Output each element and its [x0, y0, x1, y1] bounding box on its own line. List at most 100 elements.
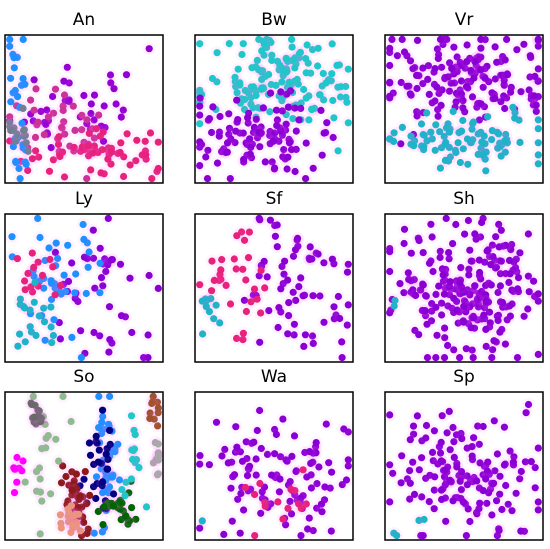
- data-point: [40, 304, 48, 312]
- data-point: [446, 278, 454, 286]
- data-point: [386, 61, 394, 70]
- data-point: [99, 412, 107, 421]
- data-point: [49, 331, 58, 340]
- data-point: [479, 422, 487, 431]
- data-point: [452, 98, 460, 106]
- data-point: [283, 165, 291, 173]
- data-point: [302, 175, 310, 183]
- data-point: [278, 78, 286, 86]
- data-point: [257, 309, 265, 317]
- data-point: [534, 506, 542, 514]
- data-point: [474, 150, 482, 158]
- data-point: [445, 255, 453, 263]
- data-point: [89, 254, 98, 262]
- data-point: [491, 75, 499, 83]
- data-point: [131, 431, 139, 439]
- data-point: [289, 252, 298, 260]
- data-point: [424, 62, 432, 70]
- data-point: [500, 423, 508, 431]
- data-point: [482, 281, 490, 290]
- data-point: [291, 77, 299, 85]
- data-point: [314, 250, 322, 258]
- data-point: [98, 418, 106, 426]
- data-point: [434, 54, 442, 63]
- data-point: [309, 339, 317, 347]
- data-point: [493, 497, 501, 505]
- data-point: [489, 253, 497, 261]
- data-point: [237, 489, 245, 498]
- data-point: [85, 439, 93, 447]
- data-point: [90, 142, 98, 150]
- data-point: [234, 65, 242, 73]
- data-point: [282, 120, 290, 128]
- data-point: [260, 257, 268, 265]
- data-point: [322, 79, 330, 87]
- data-point: [49, 156, 58, 164]
- data-point: [431, 146, 439, 154]
- data-point: [302, 139, 310, 147]
- data-point: [444, 73, 452, 81]
- data-point: [338, 338, 346, 346]
- data-point: [302, 500, 310, 508]
- data-point: [110, 85, 118, 93]
- data-point: [297, 494, 305, 502]
- data-point: [154, 440, 162, 448]
- data-point: [295, 500, 303, 508]
- data-point: [484, 458, 492, 466]
- data-point: [476, 499, 484, 507]
- data-point: [106, 71, 115, 79]
- data-point: [468, 257, 476, 265]
- data-point: [297, 532, 305, 540]
- data-point: [59, 462, 67, 470]
- data-point: [126, 161, 134, 169]
- data-point: [278, 107, 286, 115]
- data-point: [269, 137, 277, 145]
- data-point: [275, 304, 283, 312]
- data-point: [273, 116, 281, 124]
- data-point: [31, 147, 40, 155]
- data-point: [466, 246, 474, 254]
- panel-frame: [4, 391, 164, 541]
- data-point: [19, 35, 27, 44]
- data-point: [251, 532, 259, 540]
- data-point: [272, 430, 280, 439]
- data-point: [508, 507, 516, 515]
- data-point: [509, 458, 517, 466]
- data-point: [496, 270, 505, 278]
- data-point: [244, 254, 253, 262]
- data-point: [145, 271, 153, 280]
- panel-frame: [194, 213, 354, 363]
- data-point: [290, 432, 299, 440]
- data-point: [252, 471, 260, 479]
- data-point: [467, 324, 475, 332]
- data-point: [291, 64, 299, 72]
- data-point: [436, 128, 444, 136]
- data-point: [488, 89, 496, 97]
- data-point: [458, 127, 466, 135]
- data-point: [96, 244, 104, 252]
- data-point: [282, 55, 290, 63]
- data-point: [36, 475, 44, 483]
- data-point: [118, 486, 126, 494]
- data-point: [80, 253, 89, 261]
- data-point: [330, 315, 338, 323]
- data-point: [498, 505, 506, 514]
- data-point: [218, 452, 226, 460]
- data-point: [285, 139, 294, 147]
- data-point: [470, 314, 478, 322]
- data-point: [232, 265, 240, 273]
- data-point: [312, 439, 320, 447]
- data-point: [12, 157, 20, 166]
- data-point: [56, 511, 64, 519]
- data-point: [257, 266, 265, 274]
- data-point: [450, 346, 458, 354]
- data-point: [297, 274, 305, 282]
- panel-title: Vr: [455, 10, 474, 30]
- data-point: [531, 484, 539, 492]
- data-point: [106, 392, 114, 400]
- data-point: [100, 503, 108, 511]
- data-point: [204, 146, 212, 154]
- data-point: [104, 261, 112, 269]
- data-point: [222, 281, 230, 289]
- data-point: [433, 331, 441, 339]
